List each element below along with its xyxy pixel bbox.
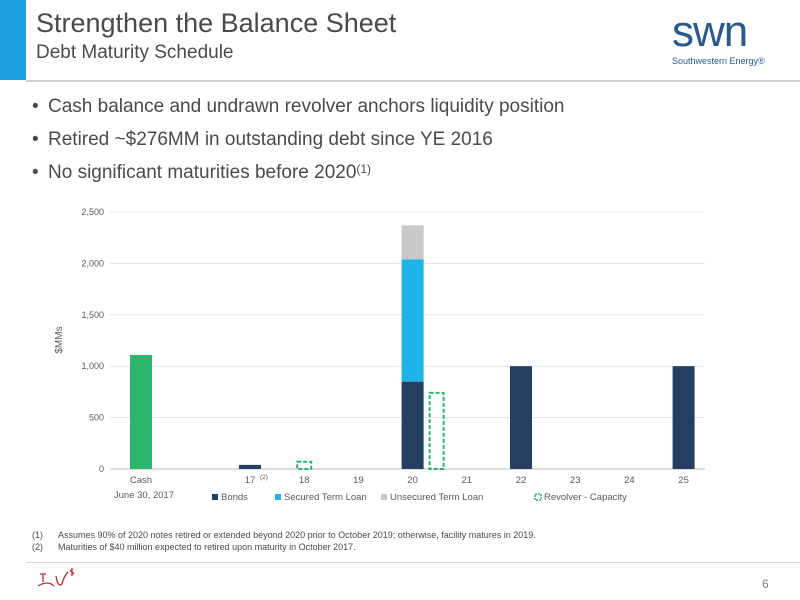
bullet-list: • Cash balance and undrawn revolver anch… [32,96,564,195]
x-tick-label: 22 [516,475,527,486]
footnotes: (1) Assumes 90% of 2020 notes retired or … [32,530,536,554]
legend-swatch [212,494,218,500]
y-tick-label: 500 [89,413,104,423]
x-tick-sublabel: June 30, 2017 [114,490,174,501]
debt-maturity-chart: 0 500 1,000 1,500 2,000 2,500 $MMs Cash June 30,… [54,207,705,503]
footnote-2: (2) Maturities of $40 million expected to… [32,542,536,554]
x-tick-label: 17 [245,475,256,486]
bullet-text: No significant maturities before 2020 [48,162,357,183]
bullet-dot: • [32,162,39,183]
y-tick-label: 0 [99,464,104,474]
x-tick-label: 25 [678,475,689,486]
x-tick-footnote: (2) [260,474,268,481]
legend-label: Bonds [221,492,248,503]
logo-wordmark: swn [672,7,748,56]
x-tick-label: 21 [462,475,473,486]
bar-segment-bonds [239,464,261,469]
y-tick-label: 2,500 [81,207,104,217]
bullet-text: Cash balance and undrawn revolver anchor… [48,96,565,117]
footnote-num: (1) [32,530,43,540]
footnote-text: Maturities of $40 million expected to re… [58,542,356,552]
bar-revolver-capacity [428,391,445,470]
page-title: Strengthen the Balance Sheet [36,8,397,38]
x-tick-label: 18 [299,475,310,486]
footnote-ref: (1) [356,162,372,176]
legend-swatch [381,494,387,500]
legend-label: Secured Term Loan [284,492,367,503]
legend-label: Unsecured Term Loan [390,492,483,503]
bullet-item: • Cash balance and undrawn revolver anch… [32,96,564,129]
x-tick-label: Cash [130,475,152,486]
bullet-item: • No significant maturities before 2020(… [32,162,564,195]
title-accent-bar [0,0,26,80]
y-axis-label: $MMs [54,326,65,353]
y-tick-label: 1,500 [81,310,104,320]
x-tick-label: 23 [570,475,581,486]
legend-swatch [534,493,542,501]
bullet-item: • Retired ~$276MM in outstanding debt si… [32,129,564,162]
y-tick-label: 2,000 [81,258,104,268]
logo-company-name: Southwestern Energy® [672,56,765,66]
bar-segment-bonds [510,366,532,469]
signature-logo [37,568,75,587]
company-logo: swn Southwestern Energy® [672,10,782,70]
bar-segment-bonds [401,381,424,469]
footnote-num: (2) [32,542,43,552]
x-tick-label: 19 [353,475,364,486]
bullet-dot: • [32,129,39,150]
footer-divider [26,562,800,563]
bullet-text: Retired ~$276MM in outstanding debt sinc… [48,129,493,150]
bar-revolver-capacity [296,460,313,470]
legend-swatch [275,494,281,500]
bar-segment-bonds [672,366,695,469]
footnote-1: (1) Assumes 90% of 2020 notes retired or … [32,530,536,542]
footnote-text: Assumes 90% of 2020 notes retired or ext… [58,530,536,540]
y-tick-label: 1,000 [81,361,104,371]
bullet-dot: • [32,96,39,117]
header-divider [26,80,800,82]
bar-segment-secured-term-loan [401,259,424,382]
bar-segment-unsecured-term-loan [401,225,424,260]
page-number: 6 [762,577,769,591]
x-tick-label: 24 [624,475,635,486]
page-subtitle: Debt Maturity Schedule [36,42,234,63]
legend-label: Revolver - Capacity [544,492,627,503]
bar-cash [130,354,152,469]
x-tick-label: 20 [407,475,418,486]
